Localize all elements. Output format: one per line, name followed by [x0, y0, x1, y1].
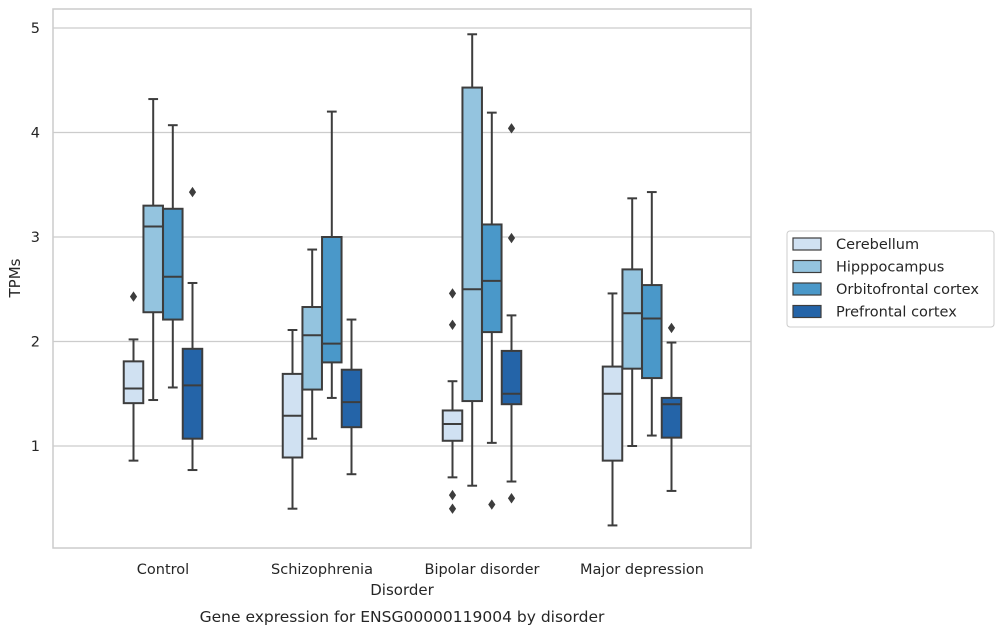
legend-label: Prefrontal cortex	[836, 305, 957, 321]
box-2-0	[441, 288, 464, 514]
x-tick-label: Control	[137, 562, 189, 578]
y-tick-labels: 1 2 3 4 5	[31, 21, 40, 455]
iqr-box	[660, 396, 683, 439]
iqr-box	[601, 365, 624, 462]
iqr-box	[142, 204, 164, 314]
box-1-2	[321, 110, 343, 399]
box-3-0	[601, 292, 624, 527]
x-axis-label: Disorder	[370, 581, 434, 599]
box-1-3	[340, 318, 363, 476]
plot-frame	[52, 8, 752, 549]
box-2-1	[461, 33, 483, 487]
outlier-point	[488, 499, 496, 510]
boxes	[122, 33, 683, 527]
x-tick-label: Schizophrenia	[271, 562, 373, 578]
iqr-box	[162, 207, 184, 321]
box-1-0	[281, 329, 304, 510]
outlier-point	[448, 288, 457, 299]
legend-swatch	[792, 282, 822, 296]
legend-swatch	[792, 237, 822, 251]
box-2-2	[481, 111, 503, 510]
y-axis-label: TPMs	[6, 258, 24, 298]
legend-frame	[786, 230, 995, 328]
iqr-box	[621, 268, 643, 370]
box-1-1	[301, 248, 323, 440]
box-2-3	[500, 123, 523, 504]
iqr-box	[340, 368, 363, 429]
outlier-point	[507, 232, 516, 244]
legend-label: Cerebellum	[836, 237, 919, 253]
iqr-box	[481, 223, 503, 334]
box-3-1	[621, 197, 643, 447]
y-tick-label: 2	[31, 335, 40, 351]
y-tick-label: 3	[31, 230, 40, 246]
box-3-2	[641, 191, 663, 437]
outlier-point	[448, 489, 457, 501]
iqr-box	[321, 236, 343, 364]
box-0-2	[162, 124, 184, 389]
box-0-0	[122, 291, 145, 462]
iqr-box	[641, 284, 663, 380]
y-tick-label: 4	[31, 126, 40, 142]
box-0-3	[181, 186, 204, 472]
legend-label: Hipppocampus	[836, 260, 944, 276]
legend-swatch	[792, 304, 822, 319]
y-tick-label: 5	[31, 21, 40, 37]
x-tick-label: Major depression	[580, 562, 704, 578]
outlier-point	[448, 319, 457, 330]
box-3-3	[660, 322, 683, 492]
outlier-point	[667, 322, 676, 334]
outlier-point	[129, 291, 138, 302]
iqr-box	[301, 306, 323, 391]
iqr-box	[441, 409, 464, 442]
y-tick-label: 1	[31, 439, 40, 455]
box-0-1	[142, 98, 164, 402]
outlier-point	[507, 123, 516, 134]
outlier-point	[507, 493, 516, 504]
iqr-box	[461, 86, 483, 403]
iqr-box	[500, 349, 523, 406]
legend-swatch	[792, 259, 822, 274]
outlier-point	[188, 186, 197, 198]
x-tick-labels: Control Schizophrenia Bipolar disorder Majo…	[137, 562, 704, 578]
legend: Cerebellum Hipppocampus Orbitofrontal cort…	[786, 230, 995, 328]
legend-label: Orbitofrontal cortex	[836, 282, 979, 298]
x-tick-label: Bipolar disorder	[425, 562, 540, 578]
chart-caption: Gene expression for ENSG00000119004 by d…	[200, 608, 605, 626]
iqr-box	[122, 360, 145, 405]
iqr-box	[181, 347, 204, 440]
outlier-point	[448, 503, 457, 514]
